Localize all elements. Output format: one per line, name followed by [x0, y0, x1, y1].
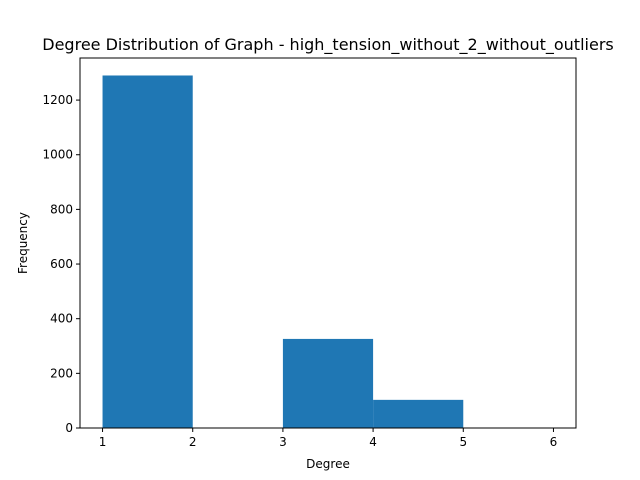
y-tick-label: 1000 — [42, 148, 73, 162]
histogram-bar-1-2 — [102, 75, 193, 428]
x-tick-label: 6 — [550, 435, 558, 449]
chart-title: Degree Distribution of Graph - high_tens… — [42, 35, 613, 55]
bars-group — [102, 75, 464, 428]
x-tick-label: 2 — [189, 435, 197, 449]
y-tick-label: 600 — [50, 257, 73, 271]
x-tick-label: 5 — [459, 435, 467, 449]
y-tick-label: 1200 — [42, 93, 73, 107]
x-axis-label: Degree — [306, 457, 350, 471]
y-tick-label: 0 — [65, 421, 73, 435]
y-tick-label: 200 — [50, 366, 73, 380]
histogram-bar-3-4 — [282, 338, 374, 428]
y-axis-label: Frequency — [16, 212, 30, 274]
plot-frame — [79, 57, 577, 429]
y-tick-label: 800 — [50, 202, 73, 216]
y-tick-label: 400 — [50, 312, 73, 326]
y-axis-ticks: 0 200 400 600 800 1000 1200 — [42, 93, 80, 435]
x-tick-label: 4 — [369, 435, 377, 449]
x-tick-label: 3 — [279, 435, 287, 449]
x-axis-ticks: 1 2 3 4 5 6 — [99, 428, 558, 449]
x-tick-label: 1 — [99, 435, 107, 449]
histogram-bar-4-5 — [373, 399, 464, 428]
